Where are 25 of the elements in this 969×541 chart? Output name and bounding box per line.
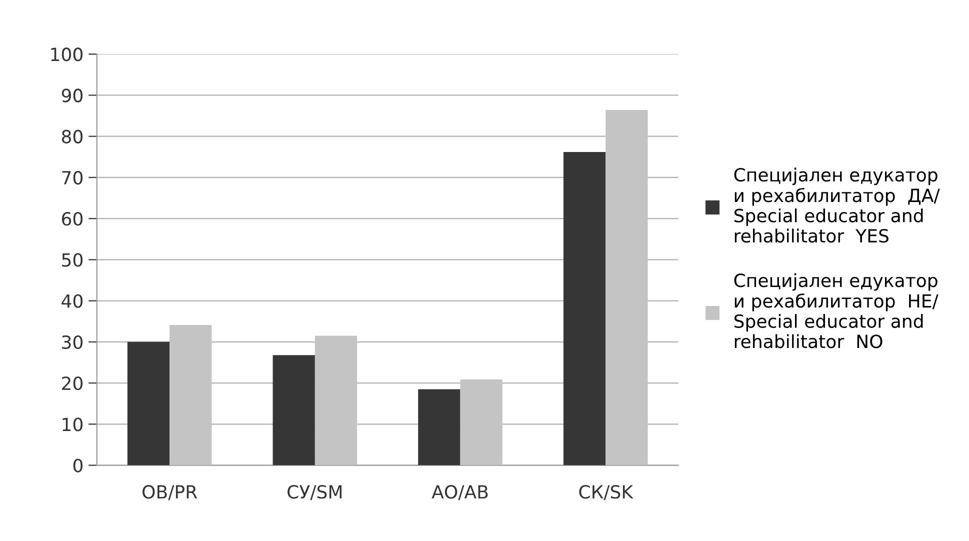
y-tick-label: 30 <box>62 335 83 350</box>
x-tick-label: ОВ/PR <box>142 485 198 500</box>
x-tick-label: СУ/SM <box>288 485 342 500</box>
y-tick-label: 90 <box>62 88 83 102</box>
y-tick-label: 80 <box>62 130 83 144</box>
bar <box>563 152 606 466</box>
legend-label: Специјален едукатор и рехабилитатор ДА/ Special educator and rehabilitator YES <box>734 168 940 243</box>
y-tick-label: 0 <box>73 458 83 472</box>
x-tick-label: АО/AB <box>432 485 488 500</box>
y-tick-label: 10 <box>62 418 83 432</box>
y-tick-label: 60 <box>62 212 83 226</box>
bar <box>314 336 358 466</box>
y-tick-label: 70 <box>62 170 83 185</box>
bar <box>418 389 460 466</box>
y-tick-label: 50 <box>62 253 83 267</box>
bar <box>170 325 212 466</box>
x-tick-label: СК/SK <box>579 485 634 500</box>
bar <box>460 379 502 466</box>
legend-label: Специјален едукатор и рехабилитатор НЕ/ Special educator and rehabilitator NO <box>734 273 938 348</box>
y-tick-label: 20 <box>62 376 83 390</box>
y-tick-label: 100 <box>51 48 83 62</box>
bar <box>272 355 315 466</box>
bar <box>606 110 648 466</box>
y-tick-label: 40 <box>62 294 83 308</box>
bar <box>127 342 170 466</box>
